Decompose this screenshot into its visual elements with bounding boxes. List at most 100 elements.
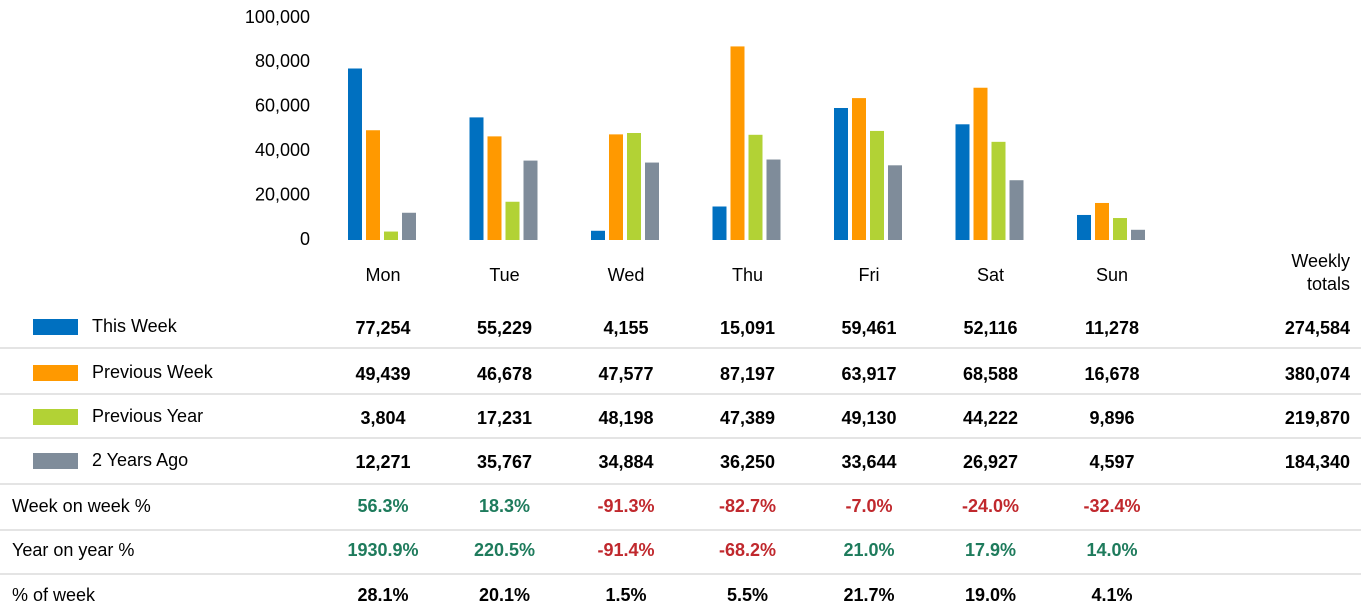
cell-value: 12,271 (355, 452, 410, 472)
cell-value: 26,927 (963, 452, 1018, 472)
bar (402, 212, 416, 240)
x-tick-label: Fri (859, 265, 880, 285)
bar (366, 130, 380, 240)
metric-value: 18.3% (479, 496, 530, 516)
bar (1113, 218, 1127, 240)
metric-value: 14.0% (1086, 540, 1137, 560)
metric-value: 21.0% (843, 540, 894, 560)
bar (834, 107, 848, 240)
legend-swatch (33, 453, 78, 469)
bar (505, 201, 520, 240)
cell-value: 4,155 (603, 318, 648, 338)
legend-label: Previous Week (92, 362, 214, 382)
legend-swatch (33, 365, 78, 381)
metric-value: -32.4% (1083, 496, 1140, 516)
bar (730, 46, 745, 240)
metric-value: -68.2% (719, 540, 776, 560)
y-tick-label: 0 (300, 229, 310, 249)
y-tick-label: 80,000 (255, 51, 310, 71)
cell-value: 49,130 (841, 408, 896, 428)
bar (712, 206, 727, 240)
cell-value: 59,461 (841, 318, 896, 338)
cell-value: 87,197 (720, 364, 775, 384)
bar (384, 231, 398, 240)
cell-value: 48,198 (598, 408, 653, 428)
cell-value: 77,254 (355, 318, 410, 338)
cell-value: 49,439 (355, 364, 410, 384)
bar (1077, 214, 1091, 240)
cell-value: 63,917 (841, 364, 896, 384)
cell-value: 34,884 (598, 452, 653, 472)
totals-header: Weekly totals (1291, 251, 1350, 294)
bar (645, 162, 659, 240)
metric-value: 28.1% (357, 585, 408, 605)
total-value: 380,074 (1285, 364, 1350, 384)
cell-value: 4,597 (1089, 452, 1134, 472)
metric-value: 19.0% (965, 585, 1016, 605)
y-tick-label: 60,000 (255, 96, 310, 116)
cell-value: 47,389 (720, 408, 775, 428)
bar (523, 160, 538, 240)
bar (991, 141, 1006, 240)
y-tick-label: 40,000 (255, 140, 310, 160)
cell-value: 55,229 (477, 318, 532, 338)
metric-label: Week on week % (12, 496, 151, 516)
cell-value: 17,231 (477, 408, 532, 428)
cell-value: 44,222 (963, 408, 1018, 428)
x-tick-label: Wed (608, 265, 645, 285)
cell-value: 11,278 (1085, 318, 1139, 338)
metric-value: 220.5% (474, 540, 535, 560)
cell-value: 15,091 (720, 318, 775, 338)
metric-label: Year on year % (12, 540, 134, 560)
metric-value: 1930.9% (347, 540, 418, 560)
y-tick-label: 100,000 (245, 7, 310, 27)
metric-value: 21.7% (843, 585, 894, 605)
cell-value: 36,250 (720, 452, 775, 472)
metric-value: -24.0% (962, 496, 1019, 516)
metric-value: 17.9% (965, 540, 1016, 560)
cell-value: 3,804 (360, 408, 405, 428)
metric-value: 4.1% (1091, 585, 1132, 605)
cell-value: 16,678 (1084, 364, 1139, 384)
bar (955, 124, 970, 240)
legend-label: This Week (92, 316, 178, 336)
bar (1095, 202, 1109, 240)
metric-value: 20.1% (479, 585, 530, 605)
metric-value: -91.4% (597, 540, 654, 560)
total-value: 184,340 (1285, 452, 1350, 472)
bar (748, 134, 763, 240)
bar (348, 68, 362, 240)
cell-value: 35,767 (477, 452, 532, 472)
bar (766, 159, 781, 240)
total-value: 274,584 (1285, 318, 1350, 338)
cell-value: 68,588 (963, 364, 1018, 384)
metric-label: % of week (12, 585, 96, 605)
x-tick-label: Sun (1096, 265, 1128, 285)
bar (1009, 180, 1024, 240)
cell-value: 52,116 (963, 318, 1017, 338)
bar (609, 134, 623, 240)
total-value: 219,870 (1285, 408, 1350, 428)
bar (1131, 229, 1145, 240)
metric-value: 56.3% (357, 496, 408, 516)
cell-value: 9,896 (1089, 408, 1134, 428)
bar (888, 165, 902, 240)
y-tick-label: 20,000 (255, 184, 310, 204)
x-tick-label: Thu (732, 265, 763, 285)
bar (469, 117, 484, 240)
metric-value: 5.5% (727, 585, 768, 605)
legend-label: Previous Year (92, 406, 203, 426)
metric-value: -7.0% (845, 496, 892, 516)
cell-value: 33,644 (841, 452, 896, 472)
cell-value: 46,678 (477, 364, 532, 384)
x-tick-label: Mon (365, 265, 400, 285)
metric-value: -91.3% (597, 496, 654, 516)
legend-swatch (33, 319, 78, 335)
x-tick-label: Sat (977, 265, 1004, 285)
metric-value: 1.5% (605, 585, 646, 605)
bar (591, 230, 605, 240)
bar (627, 133, 641, 240)
bar (973, 87, 988, 240)
